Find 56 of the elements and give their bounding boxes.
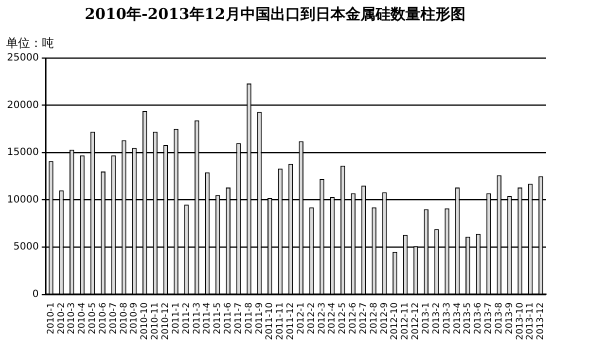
- x-tick-label: 2011-5: [213, 302, 224, 334]
- y-tick-label: 0: [32, 288, 39, 300]
- x-tick-label: 2013-10: [515, 302, 526, 340]
- x-tick-label: 2011-6: [224, 302, 234, 334]
- x-tick-label: 2013-12: [536, 302, 546, 340]
- chart-title: 2010年-2013年12月中国出口到日本金属硅数量柱形图: [84, 4, 466, 23]
- x-tick-label: 2011-1: [171, 302, 182, 334]
- x-tick-label: 2012-1: [296, 302, 306, 334]
- x-tick-label: 2010-3: [67, 302, 78, 334]
- x-tick-label: 2012-11: [400, 302, 411, 340]
- x-tick-label: 2013-11: [526, 302, 536, 340]
- x-tick-label: 2012-8: [369, 302, 380, 334]
- x-tick-label: 2013-9: [504, 302, 515, 334]
- x-tick-label: 2012-7: [358, 302, 369, 334]
- x-tick-label: 2010-1: [46, 302, 56, 334]
- x-tick-label: 2010-9: [130, 302, 140, 334]
- x-tick-label: 2013-2: [432, 302, 442, 334]
- x-tick-label: 2011-9: [254, 302, 265, 334]
- x-tick-label: 2010-10: [140, 302, 150, 340]
- x-tick-label: 2012-2: [306, 302, 317, 334]
- x-tick-label: 2012-5: [338, 302, 348, 334]
- x-tick-label: 2010-12: [160, 302, 171, 340]
- x-tick-label: 2011-11: [276, 302, 286, 340]
- x-tick-label: 2013-4: [452, 302, 463, 334]
- y-tick-label: 5000: [13, 242, 39, 253]
- x-tick-label: 2011-8: [244, 302, 254, 334]
- x-tick-label: 2013-1: [422, 302, 432, 334]
- y-tick-label: 15000: [7, 147, 39, 158]
- x-tick-label: 2010-5: [88, 302, 98, 334]
- y-axis-title: 单位：吨: [6, 36, 54, 50]
- x-tick-label: 2013-5: [463, 302, 474, 334]
- x-tick-label: 2011-10: [265, 302, 276, 340]
- x-tick-label: 2010-4: [78, 302, 88, 334]
- x-tick-label: 2010-7: [108, 302, 119, 334]
- x-tick-label: 2013-3: [442, 302, 452, 334]
- x-tick-label: 2012-9: [380, 302, 390, 334]
- x-tick-label: 2012-3: [317, 302, 328, 334]
- x-tick-label: 2011-7: [234, 302, 244, 334]
- y-tick-label: 25000: [7, 52, 39, 64]
- x-tick-label: 2010-8: [119, 302, 130, 334]
- x-tick-label: 2011-12: [286, 302, 296, 340]
- x-tick-label: 2011-4: [202, 302, 213, 334]
- x-tick-label: 2012-6: [348, 302, 359, 334]
- x-tick-label: 2010-11: [150, 302, 161, 340]
- x-tick-label: 2010-2: [56, 302, 67, 334]
- x-tick-label: 2012-12: [411, 302, 422, 340]
- y-tick-label: 10000: [7, 194, 39, 206]
- x-tick-label: 2013-6: [474, 302, 484, 334]
- x-tick-label: 2013-7: [484, 302, 494, 334]
- x-tick-label: 2012-10: [390, 302, 400, 340]
- x-tick-label: 2013-8: [494, 302, 504, 334]
- x-tick-label: 2010-6: [98, 302, 108, 334]
- x-tick-label: 2011-2: [182, 302, 192, 334]
- y-tick-label: 20000: [7, 100, 39, 111]
- x-tick-label: 2012-4: [328, 302, 338, 334]
- x-tick-label: 2011-3: [192, 302, 202, 334]
